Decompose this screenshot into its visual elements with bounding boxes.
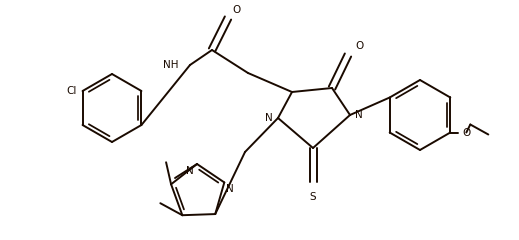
Text: N: N (355, 110, 363, 120)
Text: N: N (265, 113, 273, 123)
Text: N: N (186, 166, 194, 176)
Text: O: O (462, 127, 471, 138)
Text: N: N (226, 184, 234, 194)
Text: NH: NH (162, 60, 178, 70)
Text: O: O (355, 41, 363, 51)
Text: Cl: Cl (66, 86, 77, 96)
Text: O: O (232, 5, 240, 15)
Text: S: S (310, 192, 316, 202)
